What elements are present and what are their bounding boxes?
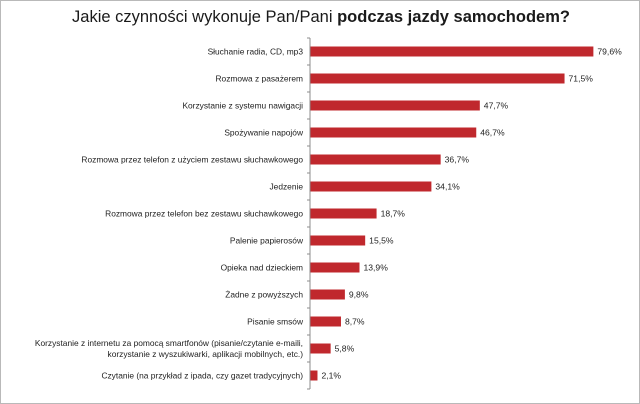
bar: [310, 46, 594, 57]
category-label: Rozmowa z pasażerem: [215, 74, 303, 84]
bar-value-label: 2,1%: [321, 371, 341, 381]
bar: [310, 343, 331, 354]
bar: [310, 73, 565, 84]
bar: [310, 316, 341, 327]
bar-value-label: 15,5%: [369, 236, 394, 246]
category-label: Pisanie smsów: [247, 317, 304, 327]
bar: [310, 370, 318, 381]
category-label: Spożywanie napojów: [224, 128, 304, 138]
bar-value-label: 18,7%: [381, 209, 406, 219]
category-label: Opieka nad dzieckiem: [221, 263, 303, 273]
bar-value-label: 71,5%: [569, 74, 594, 84]
category-label: Żadne z powyższych: [225, 290, 303, 300]
category-label-line: Pisanie smsów: [247, 317, 304, 327]
category-label: Jedzenie: [269, 182, 303, 192]
chart-title-normal: Jakie czynności wykonuje Pan/Pani: [72, 8, 338, 26]
bar-value-label: 34,1%: [435, 182, 460, 192]
bar: [310, 181, 432, 192]
bar-value-label: 13,9%: [363, 263, 388, 273]
bar: [310, 262, 360, 273]
category-label-line: Palenie papierosów: [230, 236, 304, 246]
bar: [310, 208, 377, 219]
category-label: Korzystanie z systemu nawigacji: [182, 101, 303, 111]
bar-value-label: 5,8%: [335, 344, 355, 354]
category-label-line: korzystanie z wyszukiwarki, aplikacji mo…: [108, 349, 304, 359]
bar: [310, 235, 366, 246]
category-label-line: Czytanie (na przykład z ipada, czy gazet…: [101, 371, 303, 381]
category-label: Rozmowa przez telefon bez zestawu słucha…: [105, 209, 303, 219]
bar-value-label: 47,7%: [484, 101, 509, 111]
category-label: Palenie papierosów: [230, 236, 304, 246]
bar: [310, 127, 477, 138]
category-label: Rozmowa przez telefon z użyciem zestawu …: [81, 155, 303, 165]
category-label-line: Opieka nad dzieckiem: [221, 263, 303, 273]
bar: [310, 100, 480, 111]
category-label-line: Rozmowa przez telefon z użyciem zestawu …: [81, 155, 303, 165]
category-label: Słuchanie radia, CD, mp3: [208, 47, 304, 57]
category-label-line: Rozmowa przez telefon bez zestawu słucha…: [105, 209, 303, 219]
chart-title: Jakie czynności wykonuje Pan/Pani podcza…: [1, 8, 640, 27]
category-label: Czytanie (na przykład z ipada, czy gazet…: [101, 371, 303, 381]
category-label-line: Rozmowa z pasażerem: [215, 74, 303, 84]
category-label-line: Spożywanie napojów: [224, 128, 304, 138]
bar: [310, 154, 441, 165]
bar-value-label: 46,7%: [480, 128, 505, 138]
bar: [310, 289, 345, 300]
category-label: Korzystanie z internetu za pomocą smartf…: [35, 338, 303, 359]
bar-value-label: 8,7%: [345, 317, 365, 327]
bar-value-label: 36,7%: [445, 155, 470, 165]
chart-title-bold: podczas jazdy samochodem?: [337, 8, 570, 26]
category-label-line: Żadne z powyższych: [225, 290, 303, 300]
category-label-line: Korzystanie z systemu nawigacji: [182, 101, 303, 111]
category-label-line: Słuchanie radia, CD, mp3: [208, 47, 304, 57]
category-label-line: Jedzenie: [269, 182, 303, 192]
bar-value-label: 9,8%: [349, 290, 369, 300]
bar-value-label: 79,6%: [597, 47, 622, 57]
category-label-line: Korzystanie z internetu za pomocą smartf…: [35, 338, 303, 348]
